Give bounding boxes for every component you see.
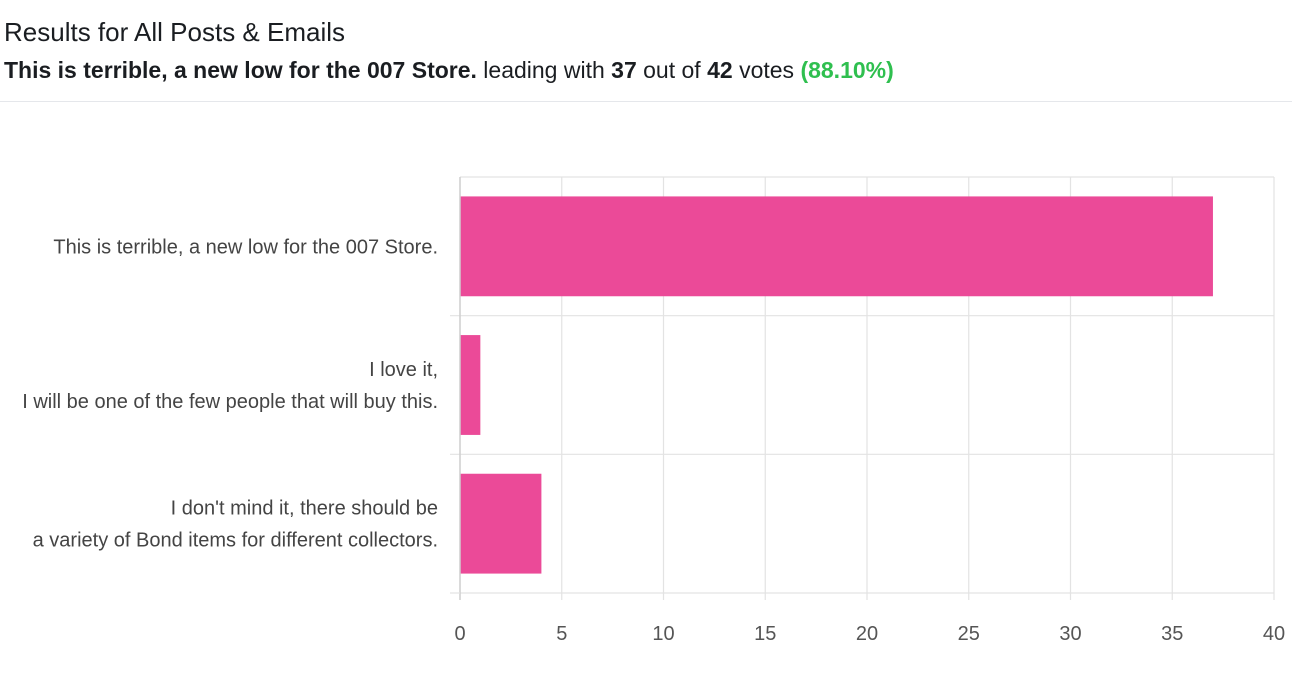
x-tick-label: 40 bbox=[1263, 623, 1285, 645]
x-tick-labels: 0 5 10 15 20 25 30 35 40 bbox=[454, 623, 1285, 645]
x-tick-label: 35 bbox=[1161, 623, 1183, 645]
leading-with-text: leading with bbox=[483, 57, 605, 83]
x-tick-label: 10 bbox=[652, 623, 674, 645]
out-of-text: out of bbox=[643, 57, 701, 83]
results-header: Results for All Posts & Emails This is t… bbox=[0, 0, 1292, 102]
x-tick-label: 15 bbox=[754, 623, 776, 645]
category-label: I don't mind it, there should be bbox=[171, 498, 438, 520]
x-tick-label: 20 bbox=[856, 623, 878, 645]
results-summary: This is terrible, a new low for the 007 … bbox=[4, 57, 894, 84]
leading-count: 37 bbox=[611, 57, 637, 83]
category-label: I love it, bbox=[369, 359, 438, 381]
x-tick-label: 30 bbox=[1059, 623, 1081, 645]
x-tick-label: 0 bbox=[454, 623, 465, 645]
chart-bars bbox=[460, 196, 1213, 574]
x-tick-label: 5 bbox=[556, 623, 567, 645]
bar-1 bbox=[460, 196, 1213, 297]
leading-option: This is terrible, a new low for the 007 … bbox=[4, 57, 477, 83]
bar-2 bbox=[460, 335, 481, 435]
category-label: This is terrible, a new low for the 007 … bbox=[53, 236, 438, 258]
category-labels: This is terrible, a new low for the 007 … bbox=[22, 236, 438, 551]
category-label: a variety of Bond items for different co… bbox=[33, 530, 438, 552]
x-tick-label: 25 bbox=[958, 623, 980, 645]
votes-text: votes bbox=[739, 57, 795, 83]
vote-percentage: (88.10%) bbox=[800, 57, 894, 83]
chart-axes bbox=[450, 177, 461, 600]
page-title: Results for All Posts & Emails bbox=[4, 17, 345, 47]
bar-3 bbox=[460, 473, 542, 574]
total-votes: 42 bbox=[707, 57, 733, 83]
category-label: I will be one of the few people that wil… bbox=[22, 391, 438, 413]
